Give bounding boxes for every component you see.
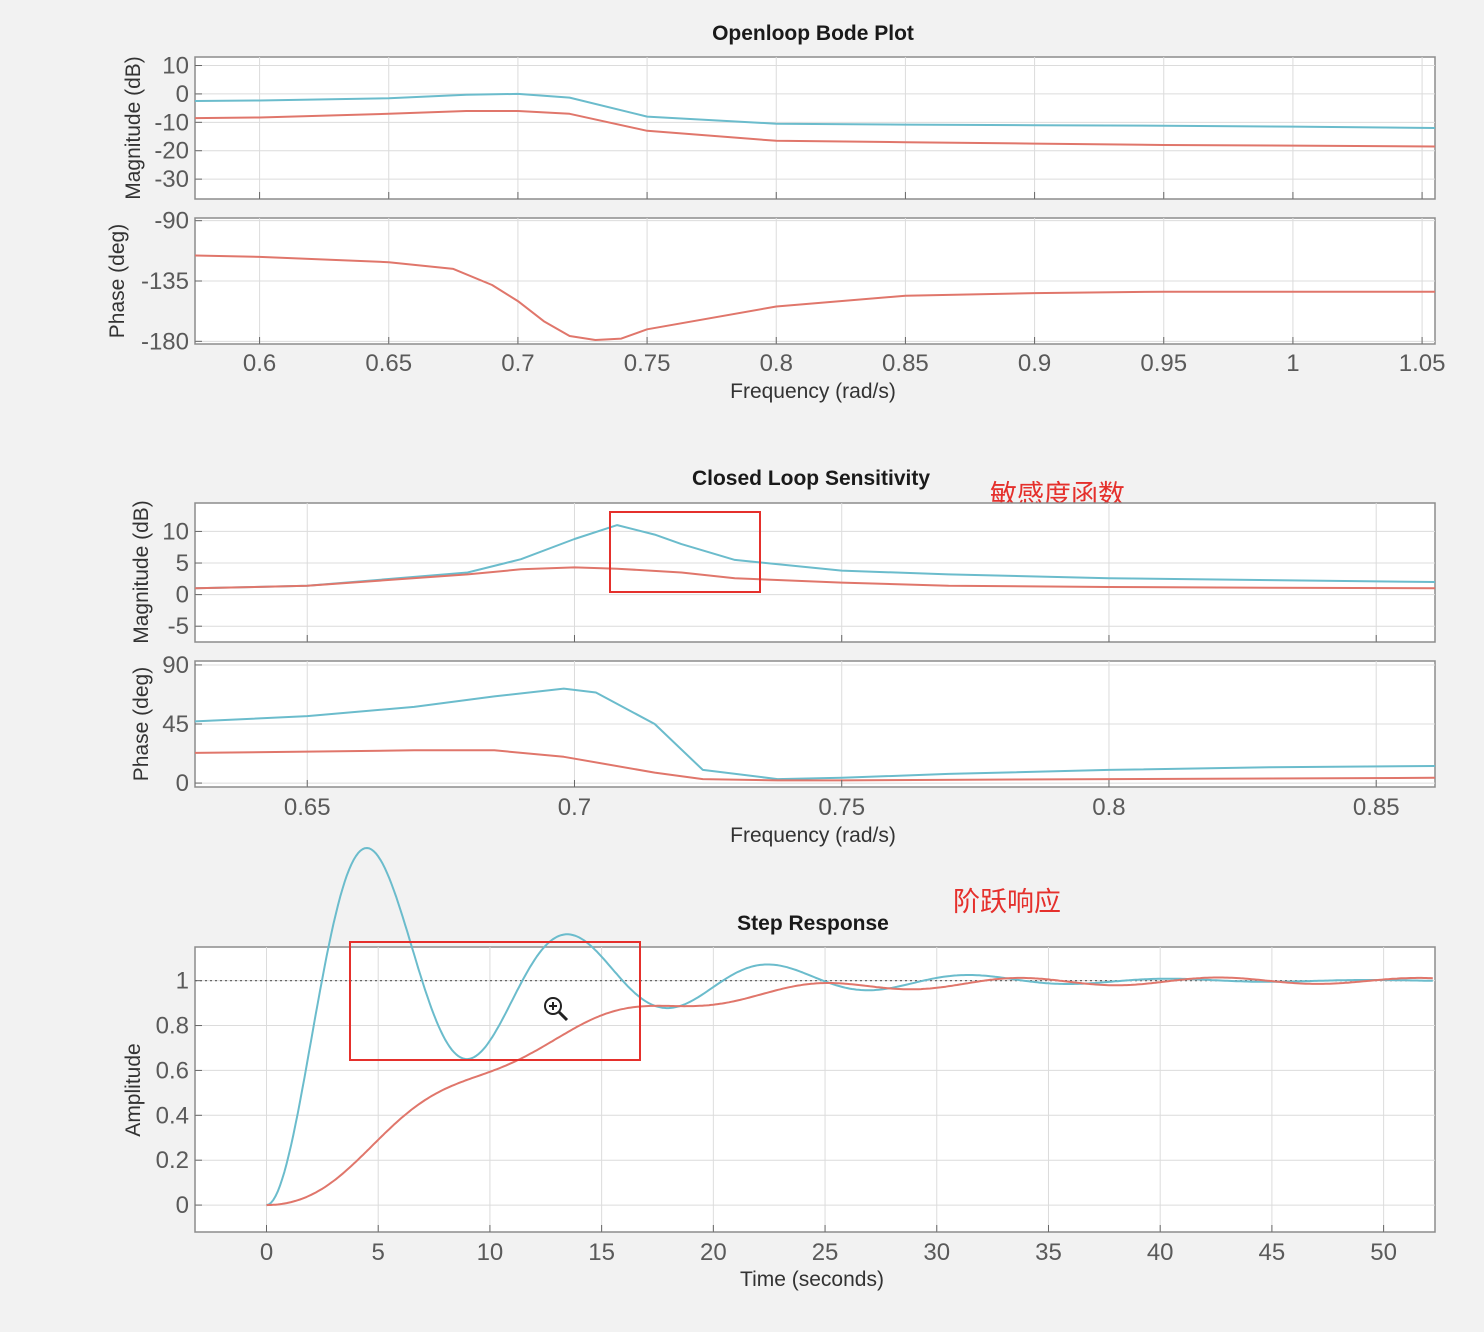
sensitivity-title: Closed Loop Sensitivity <box>692 467 930 490</box>
sensitivity-magnitude-ytick-label: 5 <box>176 550 189 577</box>
openloop-xtick-label: 0.9 <box>1018 350 1051 377</box>
sensitivity-phase-ytick-label: 45 <box>162 711 189 738</box>
step-ytick-label: 0.6 <box>156 1057 189 1084</box>
openloop-magnitude-ytick-label: 10 <box>162 53 189 80</box>
openloop-xtick-label: 0.75 <box>624 350 671 377</box>
openloop-title: Openloop Bode Plot <box>712 22 914 45</box>
openloop-phase-ytick-label: -180 <box>141 328 189 355</box>
step-xtick-label: 20 <box>700 1239 727 1266</box>
zoom-in-icon[interactable] <box>544 997 569 1022</box>
openloop-magnitude-series-1-line <box>194 92 1436 129</box>
sensitivity-highlight-box <box>609 511 761 593</box>
sensitivity-xtick-label: 0.8 <box>1092 794 1125 821</box>
openloop-xtick-label: 0.6 <box>243 350 276 377</box>
sensitivity-xtick-label: 0.65 <box>284 794 331 821</box>
openloop-magnitude-ylabel: Magnitude (dB) <box>122 56 145 200</box>
sensitivity-phase-ytick-label: 90 <box>162 652 189 679</box>
sensitivity-xtick-label: 0.75 <box>818 794 865 821</box>
openloop-xtick-label: 1 <box>1286 350 1299 377</box>
step-xtick-label: 5 <box>372 1239 385 1266</box>
step-xtick-label: 25 <box>812 1239 839 1266</box>
step-xtick-label: 15 <box>588 1239 615 1266</box>
openloop-phase-ytick-label: -90 <box>154 208 189 235</box>
step-xtick-label: 10 <box>477 1239 504 1266</box>
step-highlight-box <box>349 941 641 1061</box>
step-chart: Step Response 阶跃响应 1 0.8 0.6 0.4 0.2 0 0 5 10 15… <box>122 847 1436 1291</box>
step-ytick-label: 0 <box>176 1192 189 1219</box>
openloop-magnitude-series-2-line <box>194 110 1436 148</box>
step-axes[interactable] <box>194 946 1436 1233</box>
step-xtick-label: 40 <box>1147 1239 1174 1266</box>
openloop-phase-ylabel: Phase (deg) <box>106 224 129 338</box>
openloop-xtick-label: 0.8 <box>760 350 793 377</box>
openloop-xtick-label: 0.85 <box>882 350 929 377</box>
openloop-xtick-label: 0.65 <box>365 350 412 377</box>
openloop-magnitude-ytick-label: -20 <box>154 138 189 165</box>
step-ytick-label: 0.8 <box>156 1013 189 1040</box>
openloop-xtick-label: 1.05 <box>1399 350 1446 377</box>
sensitivity-magnitude-ytick-label: 10 <box>162 518 189 545</box>
step-xtick-label: 50 <box>1370 1239 1397 1266</box>
sensitivity-magnitude-ylabel: Magnitude (dB) <box>130 500 153 644</box>
step-xtick-label: 35 <box>1035 1239 1062 1266</box>
step-title: Step Response <box>737 912 889 935</box>
openloop-xtick-label: 0.7 <box>501 350 534 377</box>
step-xtick-label: 0 <box>260 1239 273 1266</box>
step-xtick-label: 45 <box>1259 1239 1286 1266</box>
step-xtick-label: 30 <box>923 1239 950 1266</box>
step-series-2-line <box>266 976 1433 1207</box>
sensitivity-magnitude-ytick-label: -5 <box>168 613 189 640</box>
sensitivity-phase-ytick-label: 0 <box>176 770 189 797</box>
step-xlabel: Time (seconds) <box>740 1268 884 1291</box>
sensitivity-phase-ylabel: Phase (deg) <box>130 667 153 781</box>
sensitivity-magnitude-ytick-label: 0 <box>176 582 189 609</box>
step-series-1-line <box>266 847 1433 1207</box>
openloop-magnitude-axes[interactable] <box>194 56 1436 200</box>
sensitivity-magnitude-series-1-line <box>194 524 1436 590</box>
openloop-phase-ytick-label: -135 <box>141 268 189 295</box>
step-ytick-label: 1 <box>176 968 189 995</box>
sensitivity-magnitude-series-2-line <box>194 566 1436 590</box>
openloop-magnitude-ytick-label: -10 <box>154 109 189 136</box>
step-annotation: 阶跃响应 <box>953 887 1061 917</box>
step-ylabel: Amplitude <box>122 1043 145 1136</box>
sensitivity-phase-series-1-line <box>194 687 1436 781</box>
sensitivity-magnitude-axes[interactable] <box>194 502 1436 643</box>
openloop-magnitude-ytick-label: -30 <box>154 166 189 193</box>
openloop-magnitude-ytick-label: 0 <box>176 81 189 108</box>
step-ytick-label: 0.2 <box>156 1147 189 1174</box>
sensitivity-xtick-label: 0.7 <box>558 794 591 821</box>
openloop-chart: Openloop Bode Plot 100-10-20-30 Magnitud… <box>106 22 1445 403</box>
step-ytick-label: 0.4 <box>156 1102 189 1129</box>
openloop-phase-series-2-line <box>194 254 1435 341</box>
sensitivity-xtick-label: 0.85 <box>1353 794 1400 821</box>
sensitivity-xlabel: Frequency (rad/s) <box>730 824 896 847</box>
openloop-xtick-label: 0.95 <box>1140 350 1187 377</box>
sensitivity-phase-series-2-line <box>194 749 1436 782</box>
openloop-xlabel: Frequency (rad/s) <box>730 380 896 403</box>
